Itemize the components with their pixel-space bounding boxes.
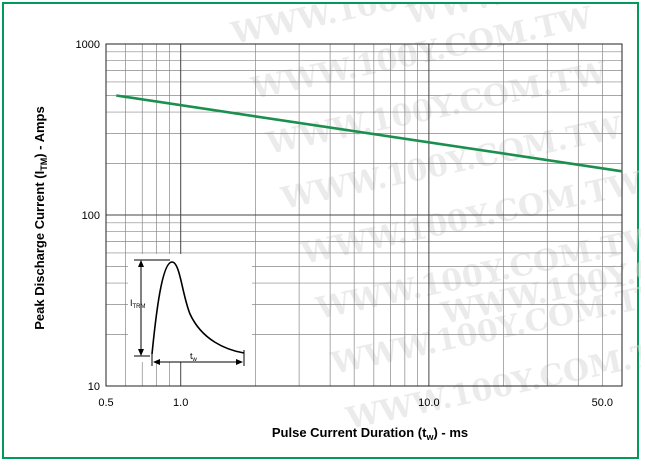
x-tick-label: 50.0 [592, 397, 613, 409]
x-tick-label: 0.5 [98, 397, 113, 409]
tw-label: tw [190, 351, 198, 363]
height-arrow-down [138, 349, 144, 356]
watermark-layer: WWW.100Y.COM.TWWWW.100Y.COM.TWWWW.100Y.C… [227, 4, 641, 437]
pulse-current-chart: WWW.100Y.COM.TWWWW.100Y.COM.TWWWW.100Y.C… [32, 4, 641, 442]
y-tick-labels: 10 100 1000 [76, 39, 100, 393]
y-axis-title: Peak Discharge Current (ITM) - Amps [32, 106, 49, 329]
pulse-waveform-curve [151, 261, 245, 355]
x-tick-label: 1.0 [173, 397, 188, 409]
inset-background [128, 254, 252, 362]
itrm-label: ITRM [130, 298, 146, 310]
pulse-waveform-inset: ITRM tw [128, 254, 252, 366]
width-arrow-left [153, 359, 160, 365]
series-layer [116, 94, 623, 173]
chart-frame: WWW.100Y.COM.TW WWW.100Y.COM.TW WWW.100Y.C… [2, 2, 641, 459]
x-tick-label: 10.0 [418, 397, 439, 409]
y-tick-label: 100 [82, 210, 100, 222]
height-arrow-up [138, 260, 144, 267]
y-tick-label: 10 [88, 381, 100, 393]
x-axis-title: Pulse Current Duration (tw) - ms [272, 425, 468, 442]
plot-border [105, 43, 623, 387]
width-arrow-right [236, 359, 243, 365]
y-tick-label: 1000 [76, 39, 100, 51]
series-line [116, 94, 623, 173]
x-tick-labels: 0.5 1.0 10.0 50.0 [98, 397, 613, 409]
